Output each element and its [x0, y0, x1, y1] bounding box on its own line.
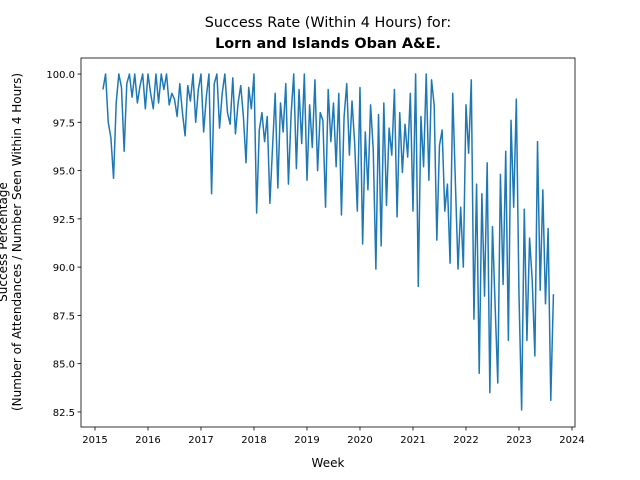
x-tick-label: 2020: [347, 435, 372, 446]
y-tick-label: 87.5: [53, 311, 75, 322]
x-tick-label: 2016: [135, 435, 160, 446]
chart-title: Success Rate (Within 4 Hours) for:: [205, 15, 452, 31]
x-tick-label: 2017: [188, 435, 213, 446]
y-tick-label: 95.0: [53, 167, 75, 178]
y-axis-label: Success Percentage: [0, 182, 10, 302]
y-tick-label: 97.5: [53, 118, 75, 129]
x-axis-label: Week: [312, 456, 345, 470]
x-tick-label: 2018: [241, 435, 266, 446]
x-tick-label: 2022: [453, 435, 478, 446]
y-tick-label: 92.5: [53, 215, 75, 226]
y-tick-label: 82.5: [53, 408, 75, 419]
x-tick-label: 2024: [559, 435, 584, 446]
data-line: [102, 73, 555, 411]
x-tick-label: 2021: [400, 435, 425, 446]
x-tick-label: 2023: [506, 435, 531, 446]
y-axis-label: (Number of Attendances / Number Seen Wit…: [10, 73, 24, 411]
y-tick-label: 100.0: [46, 70, 75, 81]
chart-subtitle: Lorn and Islands Oban A&E.: [215, 36, 441, 52]
y-tick-label: 90.0: [53, 263, 75, 274]
plot-frame: [80, 57, 576, 428]
x-tick-label: 2015: [82, 435, 107, 446]
x-tick-label: 2019: [294, 435, 319, 446]
y-tick-label: 85.0: [53, 360, 75, 371]
